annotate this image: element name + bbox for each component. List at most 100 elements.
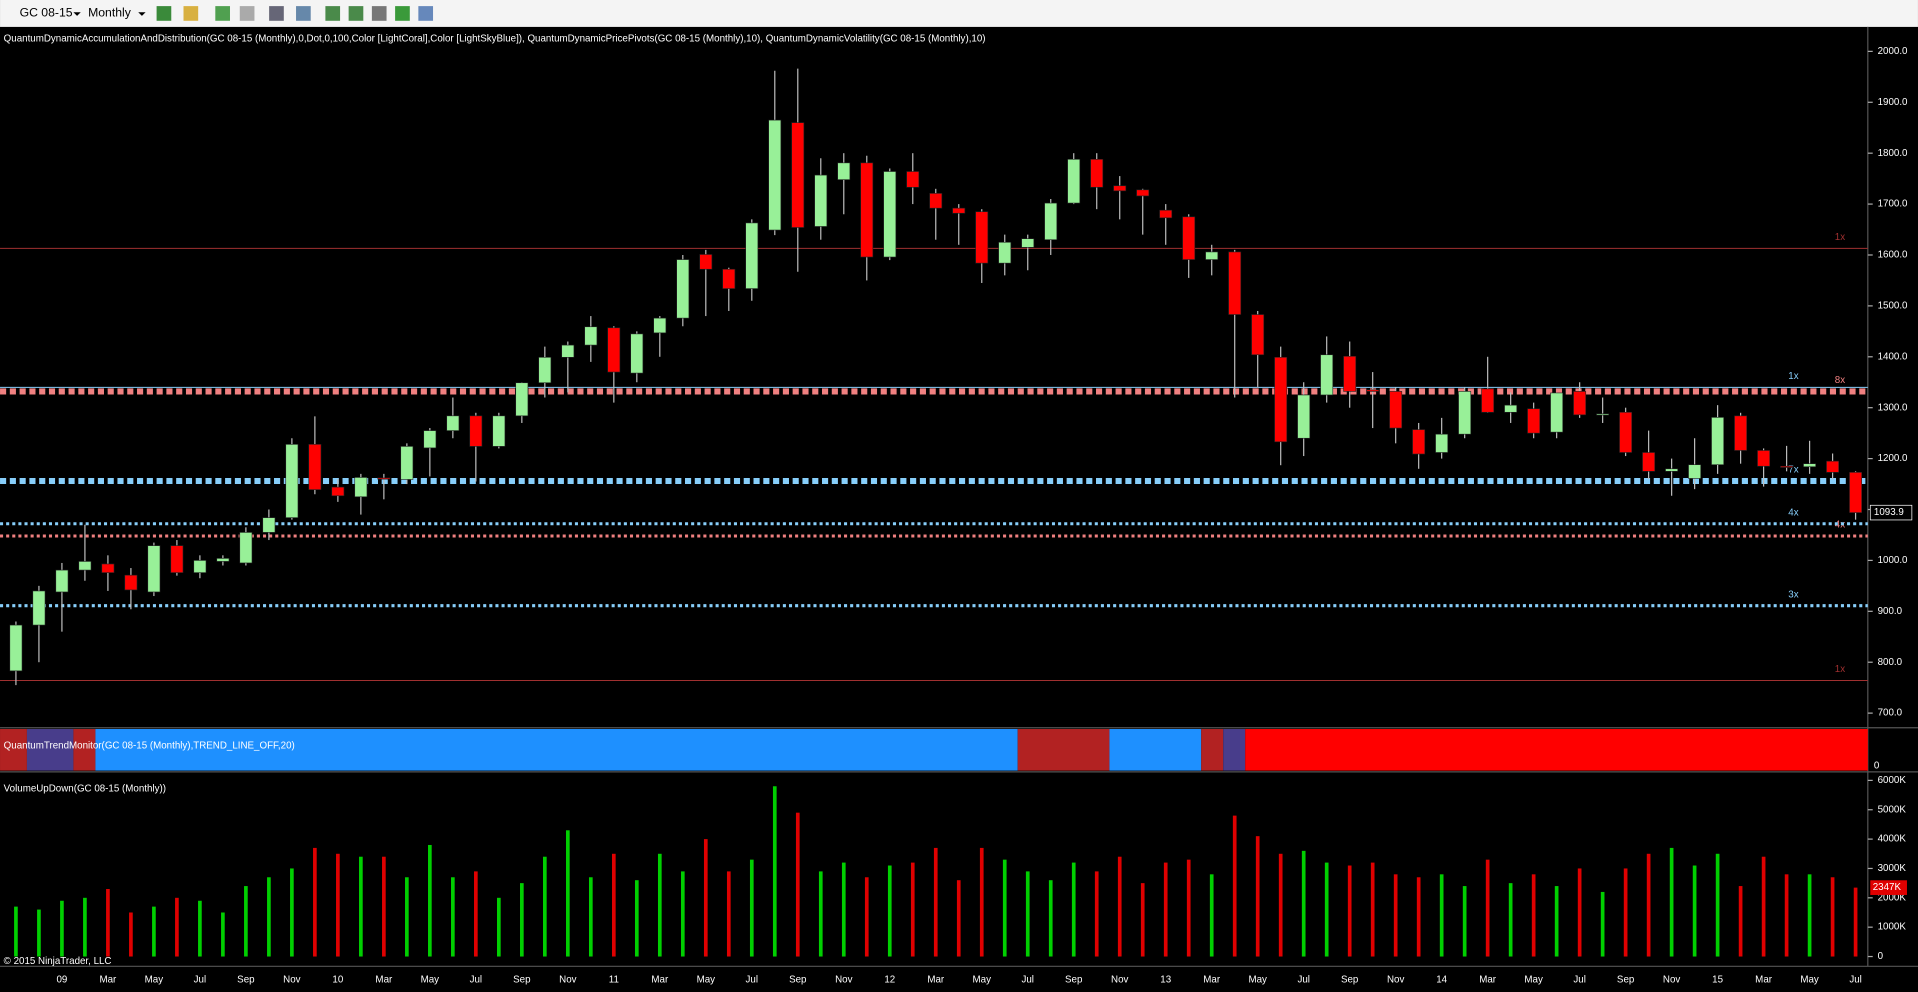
candle-body (1136, 189, 1150, 197)
volume-bar (634, 880, 639, 957)
tool-icon[interactable] (325, 6, 341, 21)
tool-icon[interactable] (348, 6, 364, 21)
y-tick-label: 0 (1878, 951, 1884, 962)
tool-icon[interactable] (183, 6, 199, 21)
candle-body (860, 162, 874, 258)
pivot-level-label: 8x (1835, 375, 1845, 386)
volume-bar (451, 877, 455, 957)
toolbar (0, 0, 1918, 27)
candle-body (32, 590, 46, 626)
volume-bar (1347, 865, 1352, 957)
volume-bar (542, 856, 547, 957)
volume-bar (910, 862, 915, 957)
candle-body (1182, 216, 1196, 260)
x-tick-label: Sep (1065, 974, 1083, 985)
candle-body (814, 174, 828, 227)
candle-body (308, 444, 322, 490)
volume-bar (1600, 891, 1605, 957)
y-tick-label: 1200.0 (1878, 453, 1908, 464)
x-tick-label: Nov (559, 974, 576, 985)
trend-segment (1109, 729, 1202, 771)
volume-bar (1761, 856, 1766, 957)
dropdown-arrow (138, 12, 146, 16)
tool-icon[interactable] (156, 6, 172, 21)
dropdown-arrow (73, 12, 81, 16)
x-tick-label: Jul (746, 974, 758, 985)
trend-monitor (0, 729, 1868, 771)
volume-bar (497, 897, 501, 957)
y-tick-label: 1300.0 (1878, 402, 1908, 413)
x-tick-label: Sep (237, 974, 255, 985)
candle-body (331, 486, 345, 497)
x-tick-label: Mar (1755, 974, 1773, 985)
tool-icon[interactable] (395, 6, 410, 21)
candle-body (1550, 392, 1564, 433)
candle-body (1826, 460, 1840, 473)
pivot-level-label: 4x (1835, 520, 1845, 531)
volume-bar (956, 880, 961, 957)
volume-bar (933, 847, 938, 957)
volume-bar (1623, 868, 1628, 957)
y-tick-label: 1800.0 (1878, 148, 1908, 159)
volume-bar (14, 906, 18, 957)
candle-body (1780, 465, 1794, 468)
volume-bar (83, 897, 87, 957)
volume-bar (1232, 815, 1237, 957)
tool-icon[interactable] (269, 6, 284, 21)
trend-segment (73, 729, 96, 771)
candle-body (55, 569, 69, 593)
x-tick-label: May (145, 974, 164, 985)
volume-bar (1370, 862, 1375, 957)
candle-body (1711, 417, 1725, 466)
volume-bar (382, 856, 386, 957)
trend-segment (95, 729, 1018, 771)
volume-bar (795, 812, 800, 957)
volume-indicator-label: VolumeUpDown(GC 08-15 (Monthly)) (4, 784, 166, 795)
candle-body (1803, 463, 1817, 468)
x-tick-label: Mar (375, 974, 393, 985)
candle-body (1113, 185, 1127, 192)
tool-icon[interactable] (296, 6, 311, 21)
candle-body (1642, 452, 1656, 472)
candle-body (1688, 464, 1702, 479)
tool-icon[interactable] (418, 6, 434, 21)
x-tick-label: Jul (1297, 974, 1309, 985)
volume-bar (1025, 871, 1030, 957)
candle-body (1021, 238, 1035, 248)
x-tick-label: Jul (1573, 974, 1585, 985)
y-tick-label: 700.0 (1878, 708, 1903, 719)
candle-body (78, 561, 92, 571)
x-tick-label: May (1800, 974, 1819, 985)
candle-body (1366, 389, 1380, 392)
candle-body (1458, 391, 1472, 435)
tool-icon[interactable] (239, 6, 255, 21)
tool-icon[interactable] (215, 6, 230, 21)
volume-bar (244, 886, 248, 957)
candle-body (791, 122, 805, 228)
x-tick-label: Jul (194, 974, 206, 985)
candle-body (1044, 202, 1058, 241)
y-tick-label: 3000K (1878, 863, 1907, 874)
instrument-selector[interactable]: GC 08-15 (20, 6, 73, 20)
candle-body (1734, 415, 1748, 451)
candle-body (607, 327, 621, 373)
volume-bar (588, 877, 593, 957)
candle-body (446, 415, 460, 431)
volume-bar (772, 786, 777, 957)
candle-body (1067, 158, 1081, 204)
trend-segment (26, 729, 74, 771)
volume-bar (1715, 853, 1720, 957)
candle-body (837, 162, 851, 180)
volume-bar (37, 909, 41, 957)
volume-bar (1462, 886, 1467, 957)
candle-body (676, 259, 690, 319)
volume-bar (1002, 859, 1007, 957)
x-tick-label: 13 (1160, 974, 1171, 985)
tool-icon[interactable] (371, 6, 387, 21)
period-selector[interactable]: Monthly (88, 6, 132, 20)
volume-bar (1163, 862, 1168, 957)
candle-body (423, 430, 437, 449)
candle-body (722, 268, 736, 289)
candle-body (354, 477, 368, 498)
